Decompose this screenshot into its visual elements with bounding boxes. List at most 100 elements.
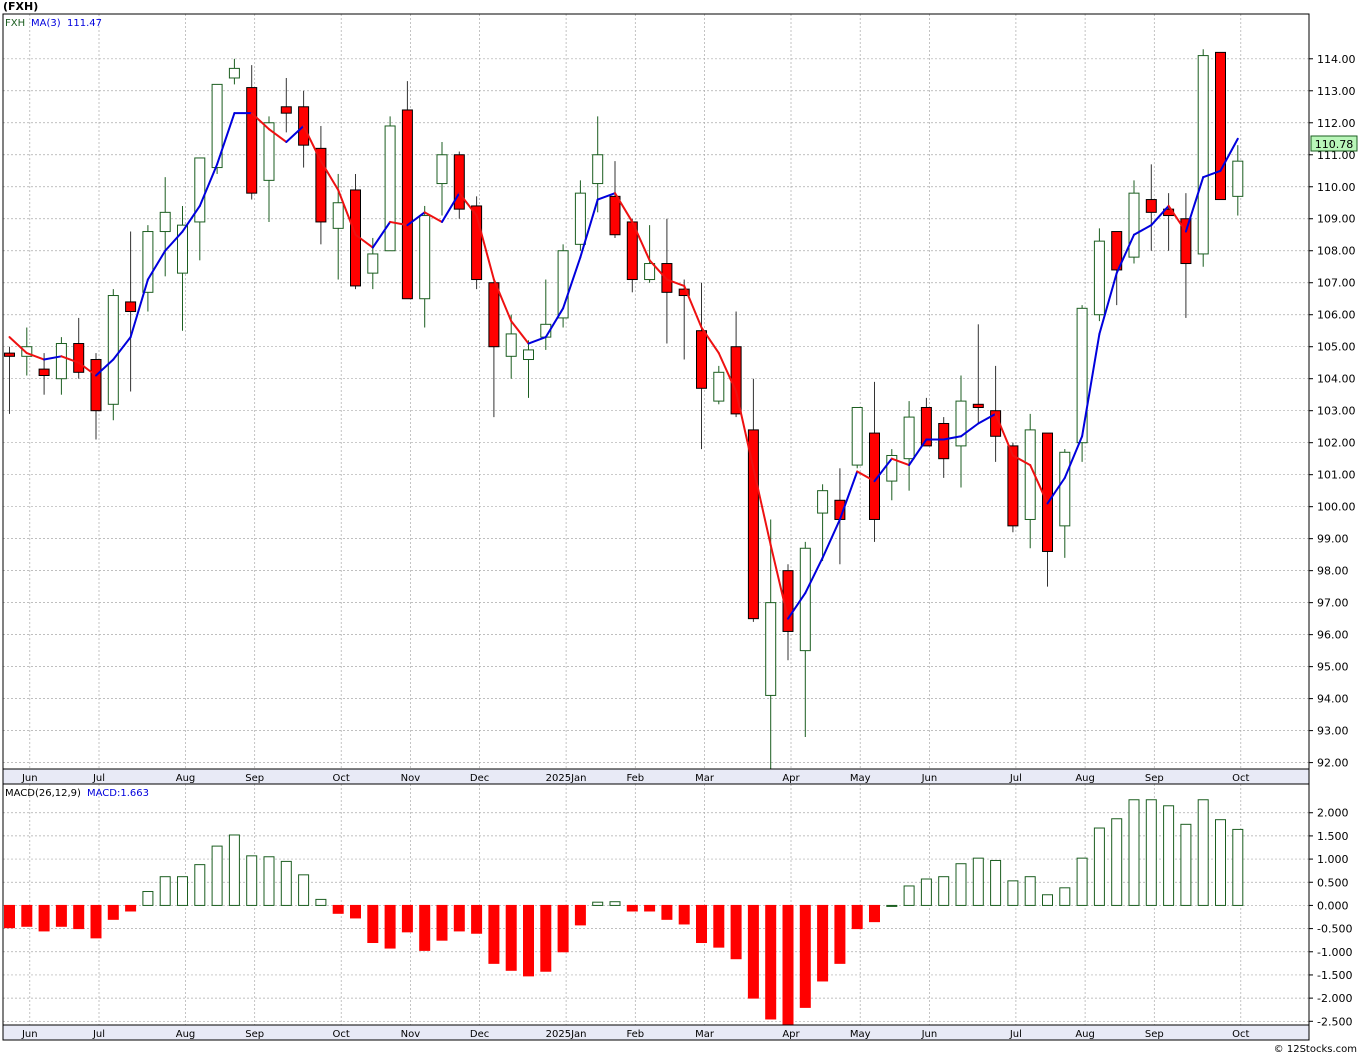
candle-body bbox=[419, 215, 431, 300]
macd-bar bbox=[90, 904, 102, 939]
ma3-segment bbox=[1115, 233, 1135, 275]
macd-bar bbox=[574, 904, 586, 926]
price-x-tick-label: 2025Jan bbox=[546, 773, 587, 784]
ma3-segment bbox=[285, 124, 305, 143]
candle-body bbox=[159, 211, 171, 233]
ma3-segment bbox=[631, 220, 651, 262]
candle bbox=[765, 519, 777, 769]
price-x-tick-label: Dec bbox=[470, 773, 489, 784]
ma3-segment bbox=[112, 336, 132, 361]
macd-bar bbox=[869, 904, 880, 923]
ma3-segment bbox=[596, 192, 616, 201]
candle bbox=[955, 375, 967, 488]
price-x-tick-label: Jun bbox=[921, 773, 938, 784]
candle bbox=[263, 116, 275, 222]
macd-bar bbox=[1042, 894, 1053, 906]
price-x-tick-label: Jul bbox=[1009, 773, 1022, 784]
candle-body bbox=[505, 333, 517, 357]
candle-body bbox=[1215, 51, 1226, 201]
ma3-segment bbox=[60, 355, 80, 364]
macd-bar bbox=[453, 904, 465, 932]
candle bbox=[73, 317, 85, 379]
macd-bar bbox=[1059, 887, 1071, 906]
macd-bar bbox=[782, 904, 794, 1027]
candle bbox=[55, 337, 67, 395]
price-x-tick-label: Sep bbox=[1145, 773, 1164, 784]
ma3-segment bbox=[146, 249, 167, 281]
candle bbox=[1111, 231, 1123, 306]
macd-bar bbox=[747, 904, 759, 999]
price-tick-label: 99.00 bbox=[1317, 533, 1349, 546]
macd-bar bbox=[990, 859, 1002, 906]
macd-x-tick-label: Aug bbox=[1075, 1029, 1095, 1040]
legend-ma-label: MA(3) bbox=[31, 18, 61, 29]
macd-bar bbox=[696, 904, 707, 944]
candle-body bbox=[1232, 160, 1244, 197]
candle bbox=[471, 196, 483, 290]
macd-x-tick-label: Oct bbox=[333, 1029, 350, 1040]
candle bbox=[972, 324, 984, 424]
price-x-tick-label: Aug bbox=[176, 773, 196, 784]
ma3-segment bbox=[908, 438, 928, 467]
candle-body bbox=[21, 346, 33, 357]
macd-bar bbox=[125, 904, 137, 912]
ma3-segment bbox=[371, 220, 392, 249]
candle bbox=[557, 244, 569, 328]
ma3-segment bbox=[769, 544, 789, 620]
ma3-segment bbox=[821, 518, 841, 559]
header-symbol: (FXH) bbox=[3, 0, 38, 13]
candle bbox=[1059, 449, 1071, 558]
macd-bar bbox=[661, 904, 673, 920]
candle-body bbox=[972, 403, 984, 408]
candle bbox=[4, 346, 15, 414]
macd-bar bbox=[436, 904, 448, 941]
ma3-segment bbox=[492, 278, 513, 323]
candle bbox=[505, 314, 517, 379]
ma3-segment bbox=[319, 160, 340, 191]
price-tick-label: 110.00 bbox=[1317, 181, 1356, 194]
price-tick-label: 95.00 bbox=[1317, 661, 1349, 674]
ma3-segment bbox=[1081, 332, 1101, 438]
candle-body bbox=[315, 147, 327, 223]
macd-bar bbox=[505, 904, 517, 971]
candle bbox=[21, 327, 33, 376]
price-tick-label: 109.00 bbox=[1317, 213, 1356, 226]
candle bbox=[696, 282, 707, 450]
candle bbox=[713, 365, 725, 405]
price-x-tick-label: Oct bbox=[1232, 773, 1249, 784]
candle bbox=[574, 180, 586, 251]
ma3-segment bbox=[354, 233, 374, 249]
ma3-segment bbox=[441, 192, 461, 223]
macd-bar bbox=[350, 904, 361, 919]
last-price-box bbox=[1310, 135, 1358, 152]
price-x-tick-label: Sep bbox=[245, 773, 264, 784]
macd-tick-label: -2.500 bbox=[1317, 1015, 1352, 1028]
price-tick-label: 102.00 bbox=[1317, 437, 1356, 450]
ma3-segment bbox=[475, 214, 495, 281]
macd-tick-label: 0.000 bbox=[1317, 899, 1349, 912]
candle bbox=[747, 378, 759, 622]
macd-bar bbox=[315, 898, 327, 906]
macd-x-tick-label: Nov bbox=[401, 1029, 421, 1040]
macd-bar bbox=[332, 904, 344, 914]
price-tick-label: 100.00 bbox=[1317, 501, 1356, 514]
ma3-segment bbox=[510, 320, 530, 345]
macd-x-tick-label: Dec bbox=[470, 1029, 489, 1040]
macd-bar bbox=[1232, 828, 1244, 906]
macd-bar bbox=[920, 878, 932, 906]
legend-ma-value: 111.47 bbox=[67, 18, 102, 29]
last-price-label: 110.78 bbox=[1315, 138, 1354, 151]
macd-bar bbox=[159, 876, 171, 906]
candle-body bbox=[1007, 445, 1019, 527]
ma3-segment bbox=[458, 192, 478, 217]
candle bbox=[142, 225, 154, 312]
macd-bar bbox=[280, 860, 292, 906]
price-x-tick-label: Mar bbox=[695, 773, 715, 784]
macd-tick-label: 2.000 bbox=[1317, 807, 1349, 820]
ma3-segment bbox=[873, 457, 893, 483]
ma3-segment bbox=[43, 355, 63, 361]
candle-body bbox=[246, 87, 258, 194]
macd-x-tick-label: Aug bbox=[176, 1029, 196, 1040]
ma3-segment bbox=[752, 467, 772, 547]
candle bbox=[228, 58, 240, 85]
